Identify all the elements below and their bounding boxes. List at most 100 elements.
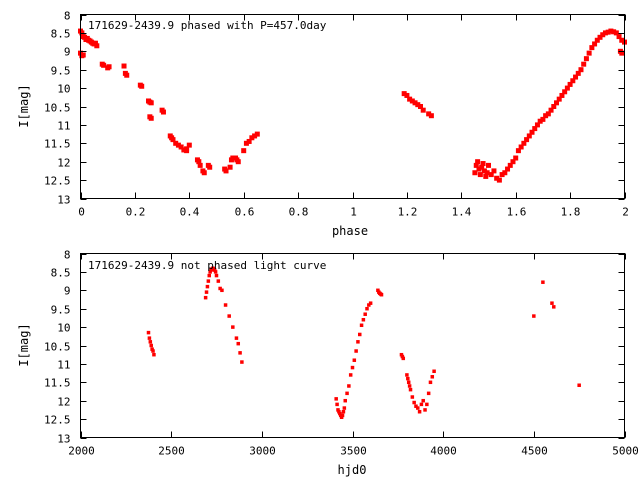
unphased-data-point xyxy=(343,398,347,403)
unphased-data-point xyxy=(405,373,409,377)
phased-data-point xyxy=(491,168,497,174)
phased-data-point xyxy=(559,92,565,98)
unphased-data-point xyxy=(363,312,367,316)
phased-data-point xyxy=(494,175,500,181)
unphased-ytick-label: 12 xyxy=(57,396,70,409)
unphased-ytick-label: 11.5 xyxy=(44,377,71,390)
unphased-chart: 8 8.5 9 9.5 10 10.5 11 11.5 12 12.5 13 2000 2500 300… xyxy=(17,249,639,478)
phased-ytick-label: 12.5 xyxy=(44,175,71,188)
unphased-data-point xyxy=(365,306,369,311)
phased-data-point xyxy=(562,89,568,95)
phased-data-point xyxy=(252,133,258,139)
unphased-data-point xyxy=(206,279,211,283)
phased-data-point xyxy=(619,37,625,43)
unphased-data-point xyxy=(348,373,353,377)
unphased-data-point xyxy=(367,303,371,307)
phased-data-point xyxy=(573,74,579,80)
phased-data-point xyxy=(548,107,554,113)
unphased-chart-title: 171629-2439.9 not phased light curve xyxy=(88,259,326,272)
unphased-data-point xyxy=(356,340,360,344)
phased-data-point xyxy=(476,166,482,172)
phased-y-axis: 8 8.5 9 9.5 10 10.5 11 11.5 12 12.5 13 xyxy=(44,10,625,207)
unphased-data-point xyxy=(426,391,431,396)
unphased-data-point xyxy=(216,279,221,283)
unphased-data-point xyxy=(334,397,338,401)
phased-data-point xyxy=(521,140,527,146)
unphased-data-point xyxy=(223,303,228,307)
phased-xtick-label: 0.8 xyxy=(289,206,309,219)
phased-xtick-label: 1.4 xyxy=(452,206,472,219)
phased-data-point xyxy=(532,126,538,132)
phased-data-point xyxy=(415,102,421,108)
unphased-data-point xyxy=(236,341,241,346)
phased-data-point xyxy=(196,159,202,165)
phased-data-point xyxy=(484,170,490,176)
unphased-data-point xyxy=(148,340,153,344)
phased-data-point xyxy=(170,137,176,143)
unphased-data-point xyxy=(406,376,410,381)
unphased-xtick-label: 3500 xyxy=(340,445,367,458)
unphased-data-point xyxy=(361,317,366,322)
unphased-data-point xyxy=(352,358,357,362)
unphased-data-point xyxy=(231,325,235,329)
phased-data-point xyxy=(526,133,532,139)
unphased-data-point xyxy=(430,375,435,379)
phased-data-point xyxy=(80,52,86,58)
phased-points xyxy=(78,28,627,183)
phased-data-point xyxy=(481,168,487,174)
phased-data-point xyxy=(479,164,485,170)
phased-data-point xyxy=(121,63,127,69)
phased-data-point xyxy=(243,140,249,146)
phased-data-point xyxy=(472,170,478,176)
phased-xtick-label: 1.2 xyxy=(398,206,418,219)
unphased-data-point xyxy=(342,406,347,410)
phased-y-axis-label: I[mag] xyxy=(17,84,31,127)
phased-data-point xyxy=(201,170,207,176)
unphased-data-point xyxy=(428,380,433,385)
unphased-xtick-label: 4500 xyxy=(521,445,548,458)
unphased-data-point xyxy=(350,365,355,370)
phased-data-point xyxy=(148,115,154,121)
phased-data-point xyxy=(186,142,192,148)
phased-data-point xyxy=(401,91,407,97)
unphased-data-point xyxy=(234,336,239,340)
unphased-data-point xyxy=(208,270,212,274)
phased-data-point xyxy=(101,62,107,68)
phased-ytick-label: 11.5 xyxy=(44,138,71,151)
unphased-data-point xyxy=(240,360,244,364)
phased-data-point xyxy=(554,100,559,106)
phased-data-point xyxy=(564,85,570,91)
phased-data-point xyxy=(507,162,513,168)
unphased-data-point xyxy=(214,273,219,278)
phased-data-point xyxy=(513,155,519,161)
unphased-data-point xyxy=(401,356,406,361)
unphased-data-point xyxy=(407,384,412,388)
phased-ytick-label: 8.5 xyxy=(51,28,71,41)
phased-data-point xyxy=(486,162,491,168)
unphased-y-axis-label: I[mag] xyxy=(17,323,31,366)
phased-xtick-label: 1 xyxy=(350,206,357,219)
unphased-data-point xyxy=(406,380,411,385)
phased-data-point xyxy=(515,148,521,154)
unphased-data-point xyxy=(408,387,413,392)
unphased-xtick-label: 4000 xyxy=(430,445,457,458)
unphased-data-point xyxy=(552,305,556,309)
phased-data-point xyxy=(567,81,573,87)
unphased-data-point xyxy=(541,280,545,284)
phased-xtick-label: 0.2 xyxy=(126,206,146,219)
phased-data-point xyxy=(602,30,608,36)
phased-ytick-label: 10 xyxy=(57,83,70,96)
unphased-points xyxy=(146,266,581,420)
unphased-data-point xyxy=(227,314,231,318)
unphased-data-point xyxy=(399,352,404,357)
phased-data-point xyxy=(505,166,511,172)
unphased-data-point xyxy=(416,406,420,410)
phased-data-point xyxy=(249,135,255,141)
unphased-data-point xyxy=(147,336,152,340)
unphased-y-axis: 8 8.5 9 9.5 10 10.5 11 11.5 12 12.5 13 xyxy=(44,249,625,446)
phased-x-axis-label: phase xyxy=(332,224,368,238)
unphased-data-point xyxy=(412,400,416,405)
phased-data-point xyxy=(428,113,434,119)
unphased-data-point xyxy=(577,383,581,387)
